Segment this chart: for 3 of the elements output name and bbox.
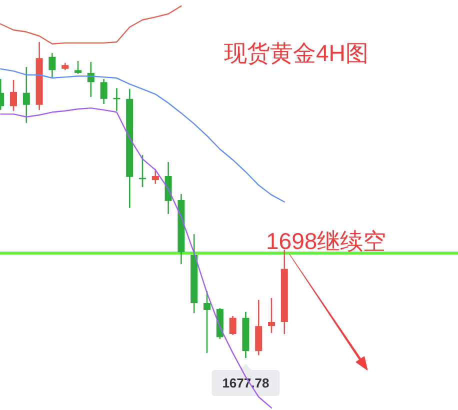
- ref-line: 1698继续空: [0, 228, 458, 255]
- title: 现货黄金4H图: [224, 40, 368, 66]
- ref-line-label: 1698继续空: [266, 228, 386, 254]
